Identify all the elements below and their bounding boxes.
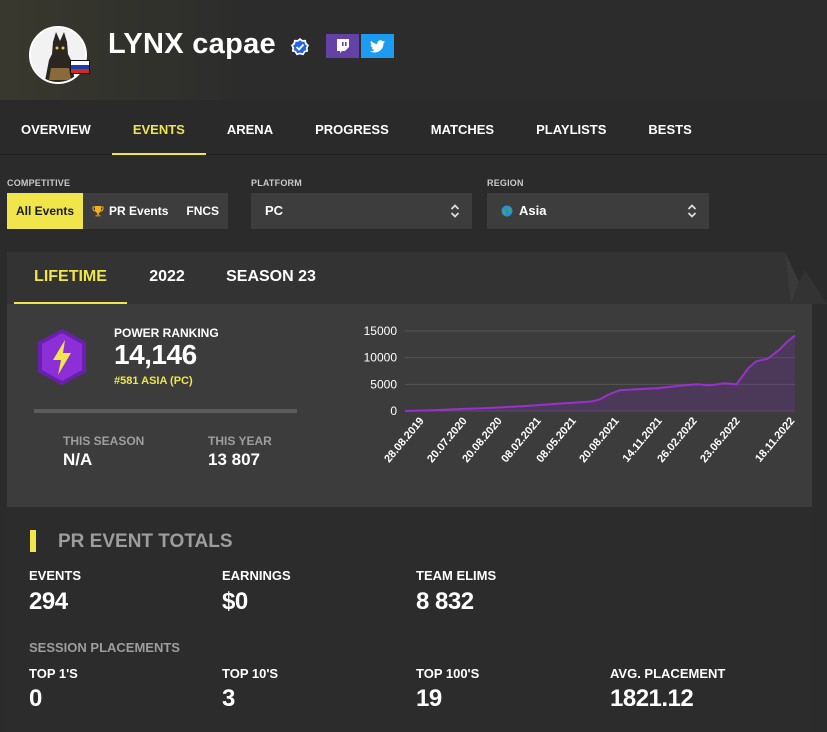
top1-value: 0 (29, 685, 42, 712)
competitive-filter: All Events PR Events FNCS (7, 193, 229, 229)
chart-x-tick-label: 28.08.2019 (382, 415, 427, 465)
team-elims-value: 8 832 (416, 588, 474, 615)
twitch-icon (336, 38, 349, 53)
filter-pr-events-label: PR Events (109, 204, 169, 218)
chart-y-tick-label: 0 (390, 404, 397, 418)
twitter-icon (370, 39, 385, 52)
totals-title: PR EVENT TOTALS (58, 531, 233, 552)
team-elims-label: TEAM ELIMS (416, 568, 497, 583)
power-ranking-rank: #581 ASIA (PC) (114, 375, 193, 387)
top100-label: TOP 100'S (416, 666, 480, 681)
country-flag-icon (70, 60, 90, 74)
chart-y-tick-label: 10000 (364, 351, 398, 365)
pr-event-totals-section (7, 507, 812, 732)
tab-bests[interactable]: BESTS (648, 122, 692, 137)
platform-select-value: PC (265, 203, 284, 218)
period-tabs-bar (7, 252, 827, 304)
earnings-label: EARNINGS (222, 568, 291, 583)
earnings-value: $0 (222, 588, 248, 615)
region-select-value: Asia (519, 203, 547, 218)
tab-arena[interactable]: ARENA (226, 122, 274, 137)
sort-chevrons-icon (687, 204, 697, 218)
chart-area (405, 335, 795, 411)
region-filter-label: REGION (487, 178, 524, 188)
this-season-label: THIS SEASON (63, 434, 145, 448)
profile-nav: OVERVIEW EVENTS ARENA PROGRESS MATCHES P… (0, 106, 713, 155)
chart-y-tick-label: 5000 (370, 377, 397, 391)
top1-label: TOP 1'S (29, 666, 78, 681)
profile-header (0, 0, 827, 155)
sort-chevrons-icon (450, 204, 460, 218)
power-ranking-label: POWER RANKING (114, 326, 219, 340)
avg-placement-value: 1821.12 (610, 685, 694, 712)
region-select[interactable]: Asia (487, 193, 709, 229)
power-ranking-chart: 15000100005000028.08.201920.07.202020.08… (364, 324, 798, 465)
tab-overview[interactable]: OVERVIEW (21, 122, 91, 137)
top100-value: 19 (416, 685, 442, 712)
this-year-value: 13 807 (208, 450, 260, 469)
tab-playlists[interactable]: PLAYLISTS (536, 122, 607, 137)
player-name: LYNX capae (108, 28, 276, 60)
platform-select[interactable]: PC (251, 193, 472, 229)
filter-pr-events[interactable]: PR Events (83, 193, 177, 229)
events-label: EVENTS (29, 568, 82, 583)
avatar (29, 26, 87, 84)
top10-value: 3 (222, 685, 235, 712)
power-ranking-value: 14,146 (114, 339, 197, 370)
tab-season-23[interactable]: SEASON 23 (226, 268, 316, 285)
filter-all-events[interactable]: All Events (7, 193, 84, 229)
panel-decoration (765, 252, 827, 304)
platform-filter-label: PLATFORM (251, 178, 302, 188)
lifetime-panel (7, 304, 812, 507)
this-season-value: N/A (63, 450, 93, 469)
globe-icon (501, 205, 513, 217)
filter-fncs[interactable]: FNCS (186, 204, 220, 218)
tab-progress[interactable]: PROGRESS (315, 122, 389, 137)
events-value: 294 (29, 588, 68, 615)
verified-badge-icon (291, 38, 309, 56)
tab-events[interactable]: EVENTS (111, 106, 206, 155)
session-placements-label: SESSION PLACEMENTS (29, 640, 180, 655)
tab-matches[interactable]: MATCHES (430, 122, 495, 137)
chart-x-tick-label: 18.11.2022 (753, 415, 797, 464)
competitive-filter-label: COMPETITIVE (7, 178, 71, 188)
tab-2022[interactable]: 2022 (149, 268, 185, 285)
tab-lifetime[interactable]: LIFETIME (14, 252, 127, 304)
chart-series-line (404, 334, 796, 412)
avg-placement-label: AVG. PLACEMENT (610, 666, 726, 681)
trophy-icon (92, 206, 104, 217)
power-ranking-divider (34, 409, 297, 413)
chart-x-tick-label: 23.06.2022 (698, 415, 743, 465)
twitch-link-button[interactable] (326, 34, 359, 58)
chart-x-tick-label: 20.08.2021 (577, 415, 622, 465)
header-background (0, 0, 827, 100)
this-year-label: THIS YEAR (208, 434, 272, 448)
power-ranking-icon (38, 329, 86, 385)
twitter-link-button[interactable] (361, 34, 394, 58)
top10-label: TOP 10'S (222, 666, 279, 681)
section-marker (30, 530, 36, 552)
chart-y-tick-label: 15000 (364, 324, 398, 338)
